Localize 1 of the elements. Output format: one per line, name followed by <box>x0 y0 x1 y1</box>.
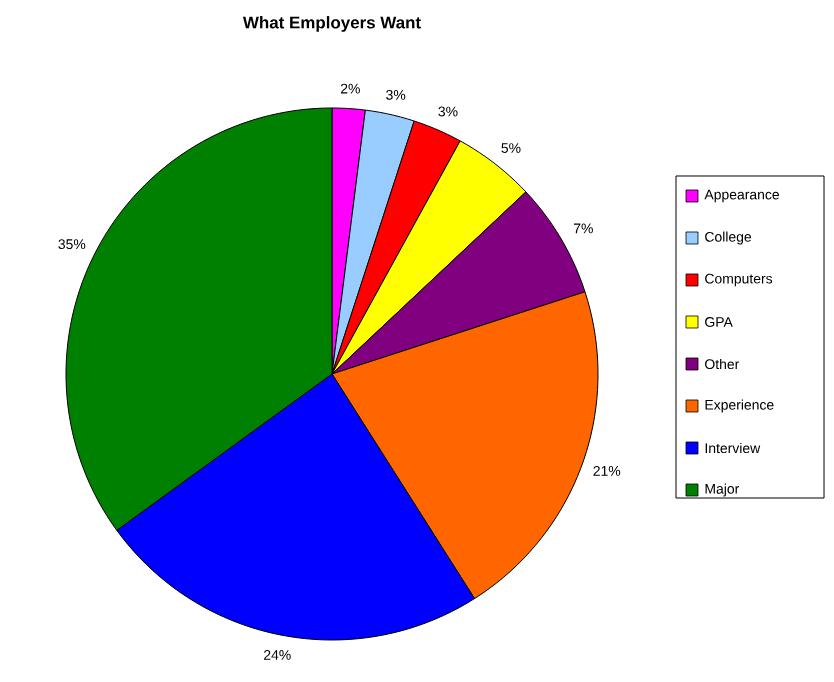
chart-title: What Employers Want <box>242 16 421 32</box>
